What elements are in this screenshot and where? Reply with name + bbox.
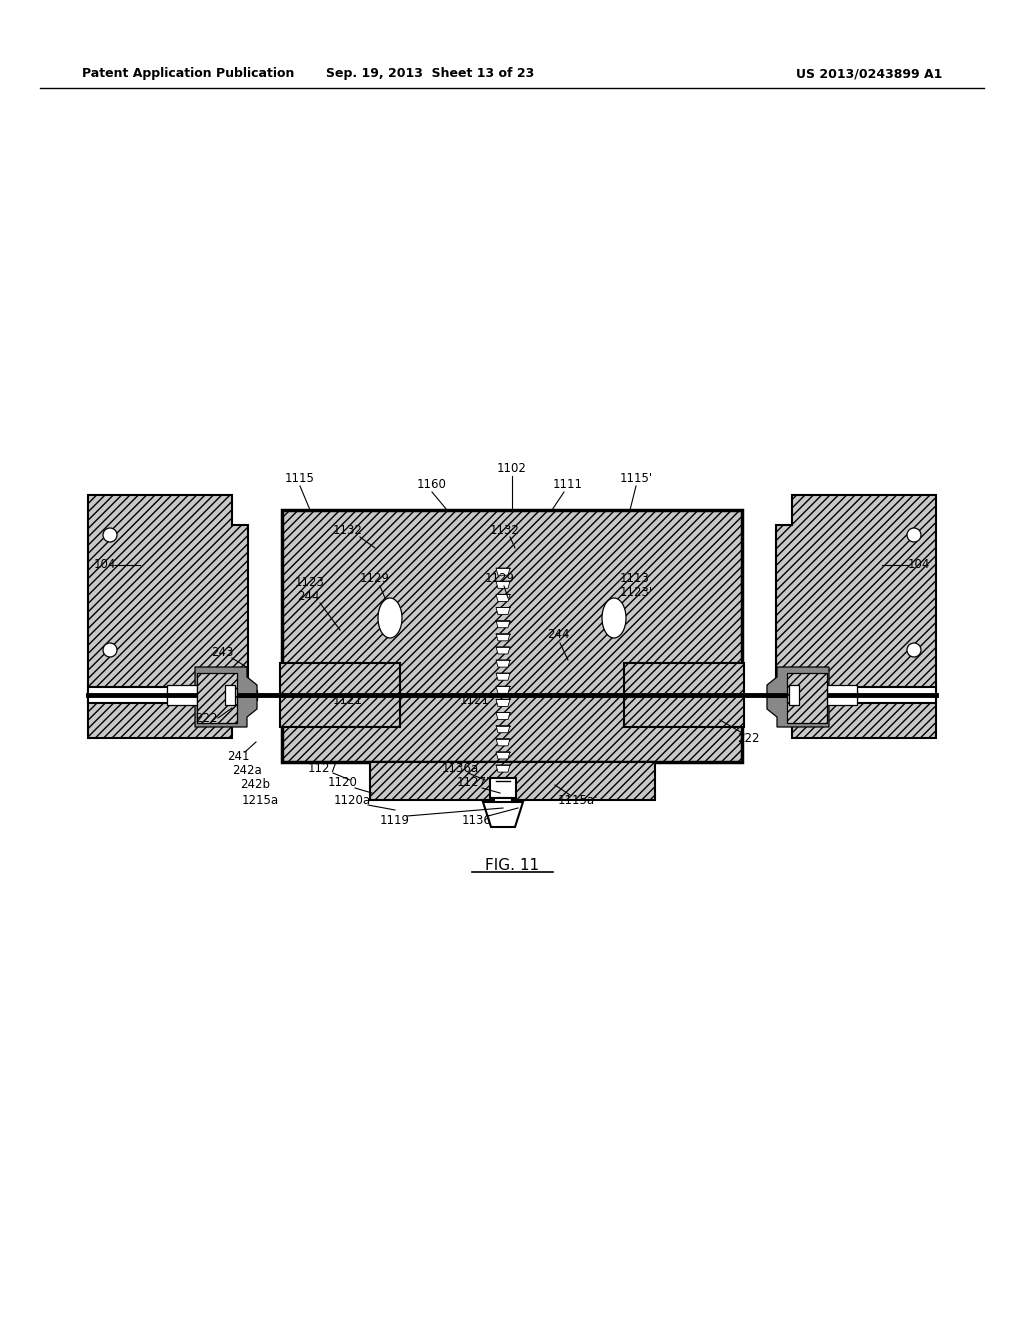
Polygon shape — [496, 620, 510, 628]
Text: US 2013/0243899 A1: US 2013/0243899 A1 — [796, 67, 942, 81]
Text: 1121': 1121' — [460, 693, 493, 706]
Text: 1111: 1111 — [553, 478, 583, 491]
Bar — [767, 690, 857, 700]
Text: 1136a: 1136a — [441, 762, 478, 775]
Polygon shape — [496, 660, 510, 667]
Ellipse shape — [602, 598, 626, 638]
Bar — [282, 510, 742, 696]
Polygon shape — [496, 607, 510, 615]
Text: 1132: 1132 — [333, 524, 362, 536]
Text: 104: 104 — [94, 558, 116, 572]
Text: 1113: 1113 — [620, 572, 650, 585]
Text: 1120: 1120 — [328, 776, 358, 789]
Polygon shape — [88, 495, 248, 738]
Text: 1215a: 1215a — [242, 793, 279, 807]
Text: 1115': 1115' — [620, 471, 652, 484]
Polygon shape — [496, 673, 510, 680]
Bar — [776, 686, 936, 704]
Text: 1115a': 1115a' — [558, 793, 598, 807]
Text: Sep. 19, 2013  Sheet 13 of 23: Sep. 19, 2013 Sheet 13 of 23 — [326, 67, 535, 81]
Circle shape — [907, 528, 921, 543]
Polygon shape — [496, 568, 510, 576]
Bar — [827, 685, 857, 705]
Circle shape — [907, 643, 921, 657]
Text: 244: 244 — [297, 590, 319, 603]
Circle shape — [103, 643, 117, 657]
Text: 222: 222 — [195, 711, 217, 725]
Polygon shape — [767, 697, 829, 727]
Polygon shape — [496, 700, 510, 706]
Text: 104: 104 — [908, 558, 930, 572]
Text: 242a: 242a — [232, 764, 262, 777]
Text: 1160: 1160 — [417, 478, 446, 491]
Polygon shape — [496, 739, 510, 746]
Polygon shape — [483, 803, 523, 828]
Bar — [88, 686, 248, 704]
Text: 1115: 1115 — [285, 471, 315, 484]
Polygon shape — [496, 713, 510, 719]
Polygon shape — [776, 495, 936, 738]
Text: 1129: 1129 — [360, 572, 390, 585]
Polygon shape — [496, 594, 510, 602]
Text: 1127: 1127 — [308, 762, 338, 775]
Bar — [490, 777, 516, 799]
Text: Patent Application Publication: Patent Application Publication — [82, 67, 294, 81]
Bar — [790, 685, 799, 705]
Polygon shape — [496, 726, 510, 733]
Polygon shape — [496, 634, 510, 640]
Text: FIG. 11: FIG. 11 — [485, 858, 539, 873]
Text: 242b: 242b — [240, 779, 270, 792]
Circle shape — [103, 528, 117, 543]
Text: 1129: 1129 — [485, 572, 515, 585]
Text: 1121: 1121 — [333, 693, 362, 706]
Bar — [280, 663, 400, 727]
Polygon shape — [767, 667, 829, 697]
Text: 1123: 1123 — [295, 577, 325, 590]
Text: 243: 243 — [211, 645, 233, 659]
Polygon shape — [496, 752, 510, 759]
Text: 244: 244 — [547, 628, 569, 642]
Text: 1136: 1136 — [462, 813, 492, 826]
Polygon shape — [496, 581, 510, 589]
Text: 1119: 1119 — [380, 813, 410, 826]
Bar — [167, 690, 257, 700]
Bar — [494, 799, 512, 808]
Bar — [282, 696, 742, 762]
Polygon shape — [496, 686, 510, 693]
Text: 241: 241 — [226, 751, 249, 763]
Bar — [787, 673, 827, 723]
Polygon shape — [496, 647, 510, 653]
Polygon shape — [496, 764, 510, 772]
Bar — [197, 673, 237, 723]
Text: 1123': 1123' — [620, 586, 653, 598]
Bar — [167, 685, 197, 705]
Text: 1120a: 1120a — [334, 793, 371, 807]
Ellipse shape — [378, 598, 402, 638]
Polygon shape — [195, 697, 257, 727]
Bar — [624, 663, 744, 727]
Bar — [370, 762, 655, 800]
Text: 1132: 1132 — [490, 524, 520, 536]
Bar — [225, 685, 234, 705]
Text: 1102: 1102 — [497, 462, 527, 474]
Text: 222: 222 — [736, 731, 759, 744]
Text: 1127': 1127' — [457, 776, 489, 789]
Polygon shape — [195, 667, 257, 697]
